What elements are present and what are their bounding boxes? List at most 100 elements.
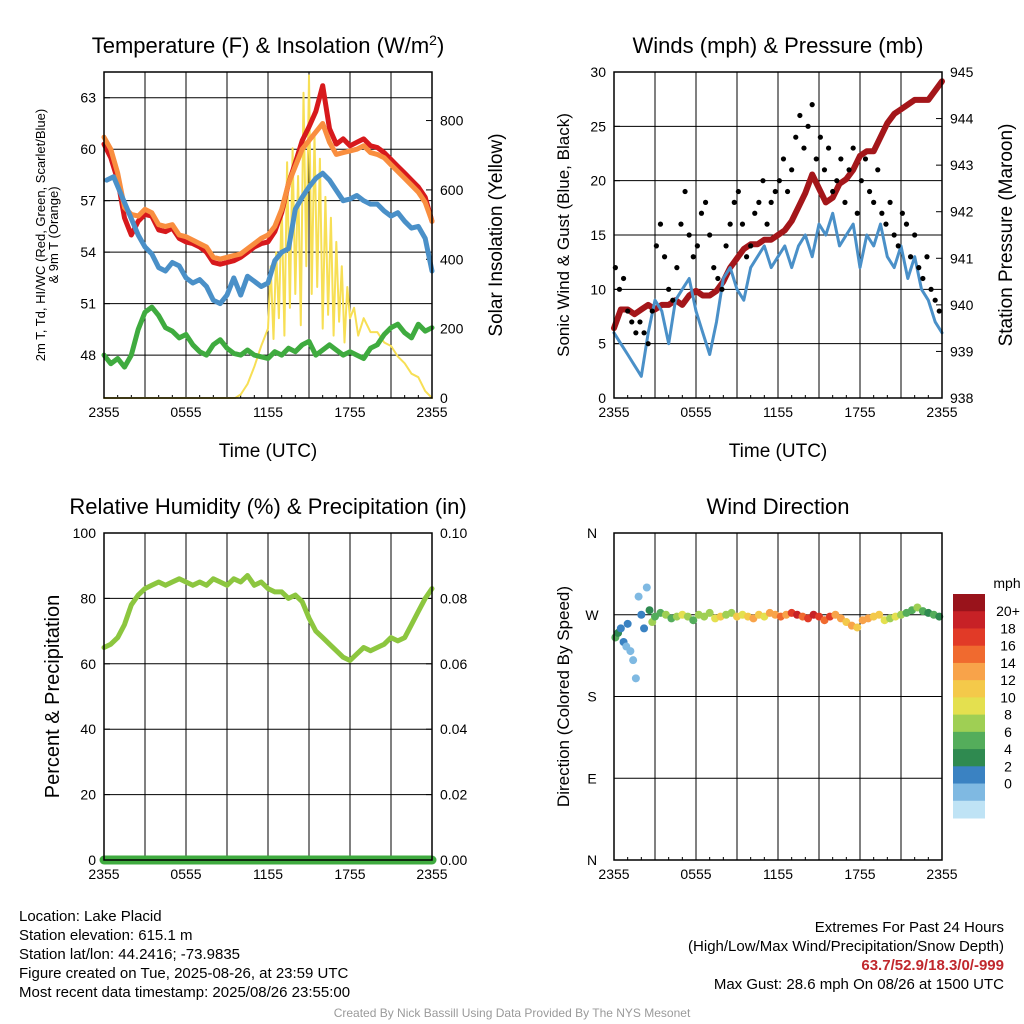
y-right-tick-label: 944	[950, 111, 974, 127]
direction-point	[642, 583, 651, 592]
gust-point	[920, 275, 926, 282]
x-tick-label: 1755	[334, 404, 365, 420]
colorbar-swatch	[953, 611, 985, 629]
colorbar-swatch	[953, 749, 985, 767]
colorbar-swatch	[953, 714, 985, 733]
colorbar-tick-label: 2	[1004, 758, 1012, 774]
chart-title: Winds (mph) & Pressure (mb)	[633, 33, 924, 58]
x-tick-label: 2355	[88, 404, 119, 420]
gust-point	[768, 199, 774, 205]
y-tick-label: N	[587, 525, 597, 541]
y-right-tick-label: 941	[950, 250, 974, 266]
colorbar-tick-label: 12	[1000, 672, 1016, 688]
y-tick-label: 51	[80, 296, 96, 312]
direction-point	[631, 674, 640, 683]
colorbar-swatch	[953, 731, 985, 750]
x-tick-label: 2355	[416, 866, 447, 882]
gust-point	[850, 145, 856, 151]
station-location: Location: Lake Placid	[19, 908, 162, 925]
gust-point	[801, 145, 807, 151]
gust-point	[723, 243, 729, 249]
gust-point	[764, 221, 770, 227]
gust-point	[686, 232, 692, 238]
direction-point	[629, 656, 638, 665]
gust-point	[883, 221, 889, 227]
y-right-tick-label: 200	[440, 321, 464, 337]
direction-point	[623, 619, 632, 628]
colorbar-swatch	[953, 697, 985, 716]
y-tick-label: 57	[80, 193, 96, 209]
y-tick-label: W	[585, 607, 599, 623]
direction-point	[853, 623, 862, 632]
x-tick-label: 1155	[763, 866, 793, 882]
station-latlon: Station lat/lon: 44.2416; -73.9835	[19, 946, 241, 963]
y-right-tick-label: 0.02	[440, 787, 467, 803]
extremes-subtitle: (High/Low/Max Wind/Precipitation/Snow De…	[688, 938, 1004, 955]
series-relative-humidity	[101, 573, 435, 663]
gust-point	[715, 275, 721, 282]
gust-point	[752, 210, 758, 216]
direction-point	[634, 592, 643, 601]
y-tick-label: 20	[590, 173, 606, 189]
plot-frame	[103, 71, 433, 399]
credit-line: Created By Nick Bassill Using Data Provi…	[333, 1006, 691, 1020]
gust-point	[739, 221, 746, 227]
gust-point	[666, 286, 672, 292]
y-right-tick-label: 600	[440, 182, 464, 198]
gust-point	[789, 167, 795, 173]
gust-point	[756, 199, 762, 205]
colorbar-swatch	[953, 645, 985, 664]
y-tick-label: E	[587, 770, 596, 786]
colorbar-tick-label: 10	[1000, 689, 1016, 705]
colorbar-swatch	[953, 594, 985, 612]
gust-point	[854, 210, 860, 216]
y-tick-label: 60	[80, 656, 96, 672]
y-right-tick-label: 0.00	[440, 852, 467, 868]
y-right-tick-label: 939	[950, 343, 974, 359]
gust-point	[821, 167, 828, 173]
y-right-tick-label: 0.10	[440, 525, 467, 541]
series-station-pressure	[611, 78, 945, 332]
series-heat-index-wind-chill	[104, 170, 435, 307]
gust-point	[649, 308, 655, 314]
gust-point	[661, 254, 668, 260]
y-tick-label: 10	[590, 281, 606, 297]
y-tick-label: 0	[88, 852, 96, 868]
gust-point	[625, 308, 631, 314]
gust-point	[891, 232, 897, 238]
x-tick-label: 2355	[416, 404, 447, 420]
gust-point	[670, 297, 676, 303]
gust-point	[797, 112, 803, 119]
y-axis-label: Direction (Colored By Speed)	[554, 586, 573, 807]
y-tick-label: 0	[598, 390, 606, 406]
y-tick-label: 25	[590, 118, 606, 134]
figure-created: Figure created on Tue, 2025-08-26, at 23…	[19, 965, 349, 982]
gust-point	[657, 221, 664, 227]
x-axis-label: Time (UTC)	[729, 441, 828, 462]
chart-panel-1: 2355 0555 1155 1755 2355 48 51 54 57 60 63 0 200 400 6…	[33, 32, 507, 462]
gust-point	[645, 341, 651, 347]
gust-point	[707, 232, 713, 238]
gust-point	[907, 254, 914, 260]
gust-point	[895, 243, 901, 249]
direction-point	[689, 616, 698, 625]
x-tick-label: 0555	[170, 866, 201, 882]
colorbar-swatch	[953, 766, 985, 785]
y-right-tick-label: 943	[950, 157, 974, 173]
gust-point	[690, 254, 696, 260]
gust-point	[694, 243, 700, 249]
y-right-tick-label: 400	[440, 251, 464, 267]
y-tick-label: N	[587, 852, 597, 868]
x-tick-label: 1755	[844, 866, 875, 882]
gust-point	[862, 156, 869, 162]
gust-point	[805, 123, 811, 129]
gust-point	[735, 188, 741, 195]
gust-point	[924, 254, 930, 260]
colorbar-tick-label: 8	[1004, 707, 1012, 723]
gust-point	[629, 319, 635, 325]
max-gust: Max Gust: 28.6 mph On 08/26 at 1500 UTC	[713, 976, 1004, 993]
gust-point	[633, 330, 639, 336]
direction-point	[645, 606, 654, 615]
direction-point	[616, 624, 625, 633]
